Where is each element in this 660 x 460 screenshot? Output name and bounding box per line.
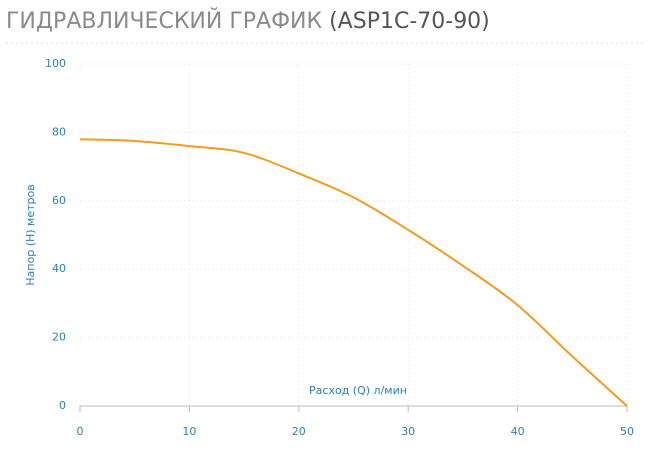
model-text: (ASP1C-70-90) [329,9,490,34]
line-series [79,138,628,407]
x-tick-label: 0 [77,425,84,438]
x-tick-label: 20 [292,425,306,438]
y-tick-label: 60 [52,194,66,207]
x-tick-label: 30 [401,425,415,438]
x-tick-label: 40 [511,425,525,438]
x-tick-label: 50 [620,425,634,438]
y-tick-label: 100 [45,57,66,70]
y-axis-title: Напор (H) метров [24,184,37,285]
x-tick-label: 10 [182,425,196,438]
title-text: ГИДРАВЛИЧЕСКИЙ ГРАФИК [6,8,322,34]
y-tick-label: 0 [59,399,66,412]
chart-title: ГИДРАВЛИЧЕСКИЙ ГРАФИК (ASP1C-70-90) [6,8,490,34]
y-tick-label: 40 [52,262,66,275]
y-tick-label: 20 [52,331,66,344]
x-axis-title: Расход (Q) л/мин [309,384,407,397]
y-tick-label: 80 [52,125,66,138]
